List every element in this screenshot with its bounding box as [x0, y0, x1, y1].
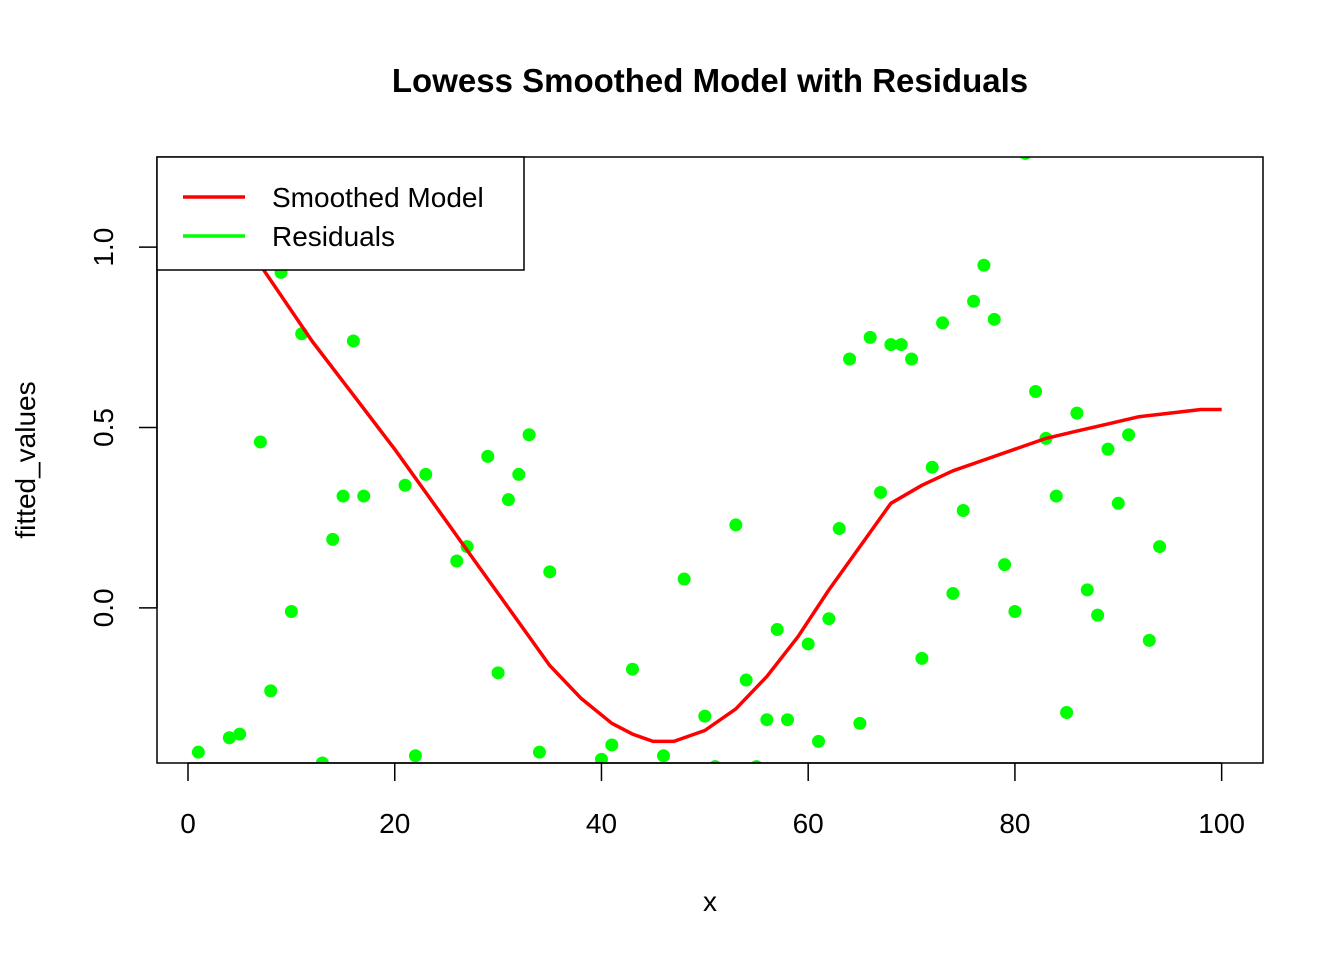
residual-point [1070, 406, 1084, 420]
smoothed-model-line-layer [258, 264, 1222, 744]
residual-point [450, 554, 464, 568]
residual-point [956, 504, 970, 517]
residual-point [698, 709, 712, 723]
residual-point [770, 623, 784, 637]
residual-point [594, 752, 608, 763]
legend-label-residuals: Residuals [272, 221, 395, 252]
residual-point [357, 489, 371, 503]
x-tick-label: 100 [1198, 808, 1245, 839]
residual-point [1091, 608, 1105, 622]
residual-point [512, 467, 526, 481]
residual-point [801, 637, 815, 651]
residual-point [326, 532, 340, 546]
residual-point [709, 760, 721, 763]
residual-point [739, 673, 753, 687]
residual-point [543, 565, 557, 579]
residual-point [1019, 157, 1031, 160]
residual-point [760, 713, 774, 727]
residual-point [977, 258, 991, 272]
residual-point [832, 522, 846, 536]
residual-point [191, 745, 205, 759]
residual-point [522, 428, 536, 442]
residual-point [987, 312, 1001, 326]
residual-point [905, 352, 919, 366]
residual-point [605, 738, 619, 752]
residual-point [1029, 384, 1043, 398]
x-tick-label: 0 [180, 808, 196, 839]
y-tick-label: 0.0 [88, 588, 119, 627]
residual-point [946, 586, 960, 600]
residual-point [729, 518, 743, 532]
x-tick-label: 40 [586, 808, 617, 839]
x-tick-label: 80 [999, 808, 1030, 839]
y-tick-label: 0.5 [88, 408, 119, 447]
residual-point [1101, 442, 1115, 456]
residual-point [1122, 428, 1136, 442]
residual-point [233, 727, 247, 741]
residual-point [925, 460, 939, 474]
residual-point [915, 651, 929, 665]
x-axis: 0 20 40 60 80 100 [180, 762, 1245, 839]
residual-point [677, 572, 691, 586]
residual-point [284, 605, 298, 618]
legend-label-smoothed-model: Smoothed Model [272, 182, 484, 213]
residual-point [491, 666, 505, 680]
x-tick-label: 60 [793, 808, 824, 839]
residual-point [822, 612, 836, 626]
residual-point [264, 684, 278, 698]
x-axis-label: x [703, 886, 717, 917]
residual-point [481, 449, 495, 463]
residual-point [874, 485, 888, 499]
y-tick-label: 1.0 [88, 228, 119, 267]
residual-point [625, 662, 639, 676]
residual-point [884, 338, 898, 352]
legend-box [156, 156, 525, 271]
residual-point [781, 713, 795, 727]
residual-point [346, 334, 360, 348]
chart-title: Lowess Smoothed Model with Residuals [392, 62, 1028, 99]
residual-point [532, 745, 546, 759]
residual-point [222, 731, 236, 745]
residual-point [863, 330, 877, 344]
residual-point [656, 749, 670, 763]
residual-point [253, 435, 267, 449]
residual-point [315, 756, 329, 763]
residual-point [998, 558, 1012, 572]
residual-point [398, 478, 412, 492]
residual-point [1060, 706, 1074, 719]
residual-point [1049, 489, 1063, 503]
residual-point [843, 352, 857, 366]
smoothed-model-line [258, 264, 1222, 744]
residual-point [408, 749, 422, 763]
residual-point [894, 338, 908, 352]
residual-point [1153, 540, 1167, 554]
residual-point [419, 467, 433, 481]
residual-point [967, 294, 981, 308]
residual-point [812, 734, 826, 748]
residual-point [751, 760, 762, 763]
y-axis-label: fitted_values [10, 381, 41, 538]
residual-point [1008, 605, 1022, 618]
residual-point [336, 489, 350, 503]
x-tick-label: 20 [379, 808, 410, 839]
residual-point [936, 316, 950, 330]
residual-point [1111, 496, 1125, 510]
residual-point [853, 716, 867, 730]
residual-point [501, 493, 515, 507]
legend: Smoothed Model Residuals [156, 156, 525, 271]
y-axis: 0.0 0.5 1.0 [88, 228, 158, 627]
residual-point [1080, 583, 1094, 597]
residual-point [1142, 633, 1156, 647]
